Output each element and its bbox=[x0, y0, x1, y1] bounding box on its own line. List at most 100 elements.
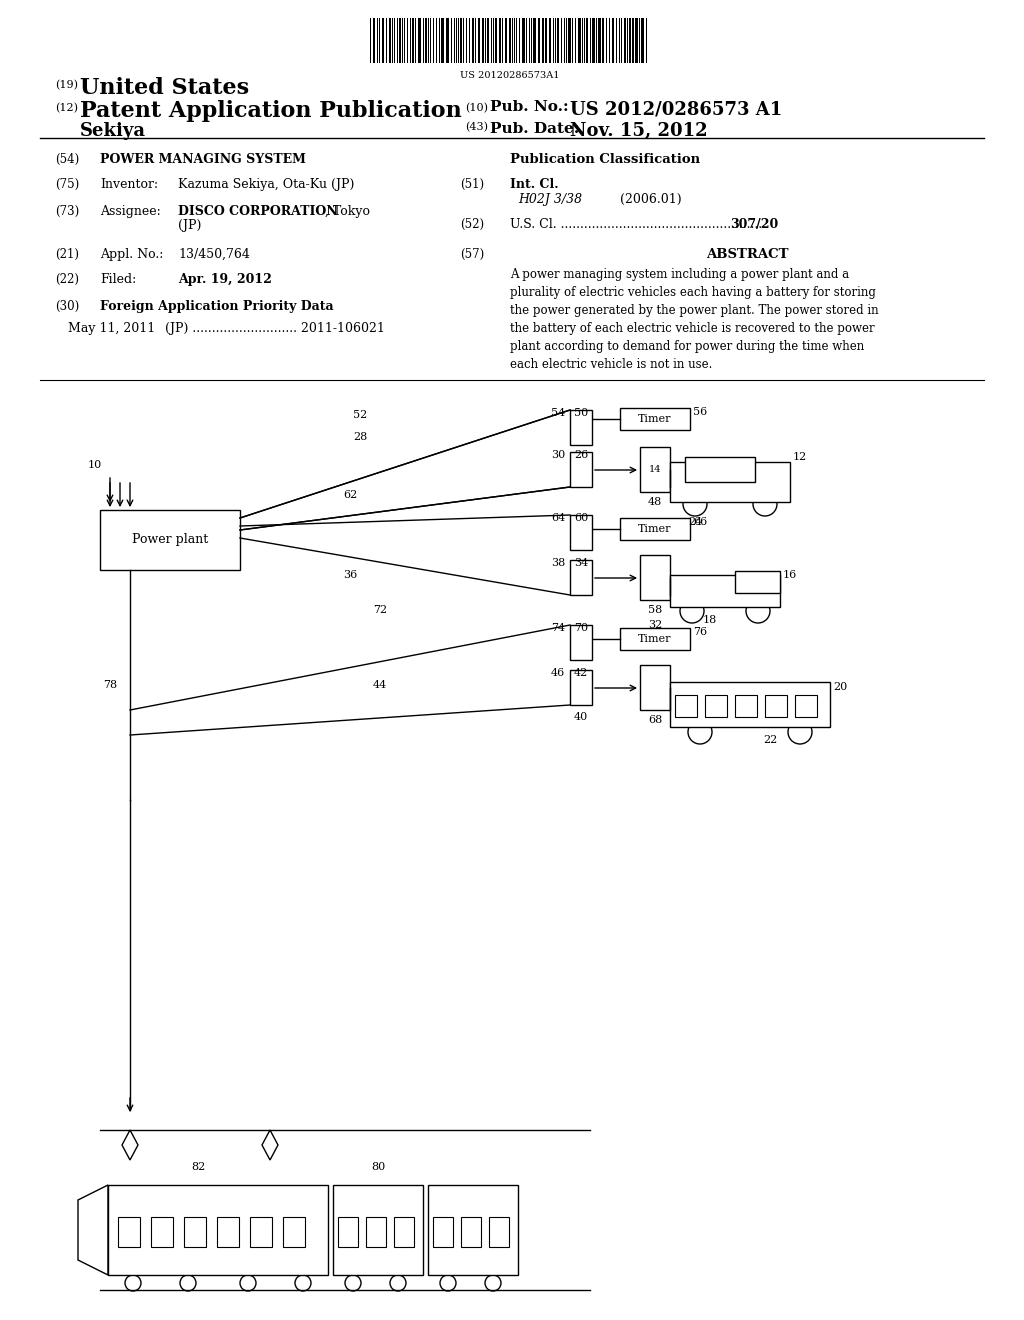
Text: Inventor:: Inventor: bbox=[100, 178, 158, 191]
Text: 60: 60 bbox=[573, 513, 588, 523]
Bar bbox=[545, 18, 547, 63]
Bar bbox=[460, 18, 462, 63]
Text: Apr. 19, 2012: Apr. 19, 2012 bbox=[178, 273, 272, 286]
Text: Assignee:: Assignee: bbox=[100, 205, 161, 218]
Text: (JP): (JP) bbox=[178, 219, 202, 232]
Bar bbox=[641, 18, 644, 63]
Text: Appl. No.:: Appl. No.: bbox=[100, 248, 164, 261]
Text: 12: 12 bbox=[793, 451, 807, 462]
Bar bbox=[495, 18, 497, 63]
Bar bbox=[612, 18, 614, 63]
Text: Int. Cl.: Int. Cl. bbox=[510, 178, 559, 191]
Text: 44: 44 bbox=[373, 680, 387, 690]
Bar bbox=[250, 1217, 272, 1247]
Bar bbox=[482, 18, 484, 63]
Text: A power managing system including a power plant and a
plurality of electric vehi: A power managing system including a powe… bbox=[510, 268, 879, 371]
Text: United States: United States bbox=[80, 77, 249, 99]
Text: 30: 30 bbox=[551, 450, 565, 459]
Text: US 20120286573A1: US 20120286573A1 bbox=[460, 71, 560, 81]
Text: Pub. Date:: Pub. Date: bbox=[490, 121, 580, 136]
Bar bbox=[505, 18, 507, 63]
Bar bbox=[640, 447, 670, 492]
Text: 64: 64 bbox=[551, 513, 565, 523]
Text: Foreign Application Priority Data: Foreign Application Priority Data bbox=[100, 300, 334, 313]
Bar bbox=[735, 572, 780, 593]
Bar bbox=[389, 18, 391, 63]
Text: (19): (19) bbox=[55, 81, 78, 90]
Bar bbox=[598, 18, 601, 63]
Text: Nov. 15, 2012: Nov. 15, 2012 bbox=[570, 121, 708, 140]
Text: (73): (73) bbox=[55, 205, 79, 218]
Bar bbox=[670, 462, 790, 502]
Text: 62: 62 bbox=[343, 490, 357, 500]
Text: 20: 20 bbox=[833, 682, 847, 692]
Bar bbox=[670, 576, 780, 607]
Text: 14: 14 bbox=[649, 466, 662, 474]
Bar bbox=[418, 18, 421, 63]
Bar bbox=[522, 18, 525, 63]
Bar bbox=[632, 18, 634, 63]
Text: 26: 26 bbox=[573, 450, 588, 459]
Text: 38: 38 bbox=[551, 558, 565, 568]
Text: ABSTRACT: ABSTRACT bbox=[706, 248, 788, 261]
Bar bbox=[570, 560, 592, 595]
Text: (43): (43) bbox=[465, 121, 488, 132]
Bar bbox=[118, 1217, 140, 1247]
Text: 56: 56 bbox=[693, 407, 708, 417]
Text: 32: 32 bbox=[648, 620, 663, 630]
Bar bbox=[509, 18, 511, 63]
Bar bbox=[461, 1217, 481, 1247]
Bar bbox=[629, 18, 631, 63]
Text: 54: 54 bbox=[551, 408, 565, 418]
Bar bbox=[184, 1217, 206, 1247]
Bar bbox=[578, 18, 581, 63]
Bar bbox=[570, 624, 592, 660]
Bar bbox=[283, 1217, 305, 1247]
Text: Timer: Timer bbox=[638, 634, 672, 644]
Text: 24: 24 bbox=[688, 517, 702, 527]
Text: Sekiya: Sekiya bbox=[80, 121, 146, 140]
Bar bbox=[428, 1185, 518, 1275]
Text: Power plant: Power plant bbox=[132, 533, 208, 546]
Text: Timer: Timer bbox=[638, 414, 672, 424]
Text: 40: 40 bbox=[573, 711, 588, 722]
Text: 34: 34 bbox=[573, 558, 588, 568]
Text: Pub. No.:: Pub. No.: bbox=[490, 100, 568, 114]
Bar bbox=[635, 18, 638, 63]
Text: 36: 36 bbox=[343, 570, 357, 579]
Text: 10: 10 bbox=[88, 459, 102, 470]
Text: 48: 48 bbox=[648, 498, 663, 507]
Text: 50: 50 bbox=[573, 408, 588, 418]
Text: US 2012/0286573 A1: US 2012/0286573 A1 bbox=[570, 100, 782, 117]
Bar bbox=[670, 682, 830, 727]
Text: DISCO CORPORATION: DISCO CORPORATION bbox=[178, 205, 338, 218]
Bar bbox=[542, 18, 544, 63]
Polygon shape bbox=[78, 1185, 108, 1275]
Bar bbox=[534, 18, 536, 63]
Text: (30): (30) bbox=[55, 300, 79, 313]
Bar bbox=[640, 554, 670, 601]
Text: 74: 74 bbox=[551, 623, 565, 634]
Bar bbox=[549, 18, 551, 63]
Bar bbox=[675, 696, 697, 717]
Text: 66: 66 bbox=[693, 517, 708, 527]
Bar bbox=[487, 18, 489, 63]
Bar bbox=[217, 1217, 239, 1247]
Bar bbox=[602, 18, 604, 63]
Text: (51): (51) bbox=[460, 178, 484, 191]
Text: (57): (57) bbox=[460, 248, 484, 261]
Bar bbox=[441, 18, 444, 63]
Text: Filed:: Filed: bbox=[100, 273, 136, 286]
Bar bbox=[570, 411, 592, 445]
Bar bbox=[373, 18, 375, 63]
Bar bbox=[592, 18, 595, 63]
Bar bbox=[640, 665, 670, 710]
Text: 18: 18 bbox=[702, 615, 717, 624]
Text: 82: 82 bbox=[190, 1162, 205, 1172]
Text: POWER MANAGING SYSTEM: POWER MANAGING SYSTEM bbox=[100, 153, 306, 166]
Bar bbox=[620, 408, 690, 430]
Bar bbox=[446, 18, 449, 63]
Bar bbox=[765, 696, 787, 717]
Bar bbox=[685, 457, 755, 482]
Bar bbox=[333, 1185, 423, 1275]
